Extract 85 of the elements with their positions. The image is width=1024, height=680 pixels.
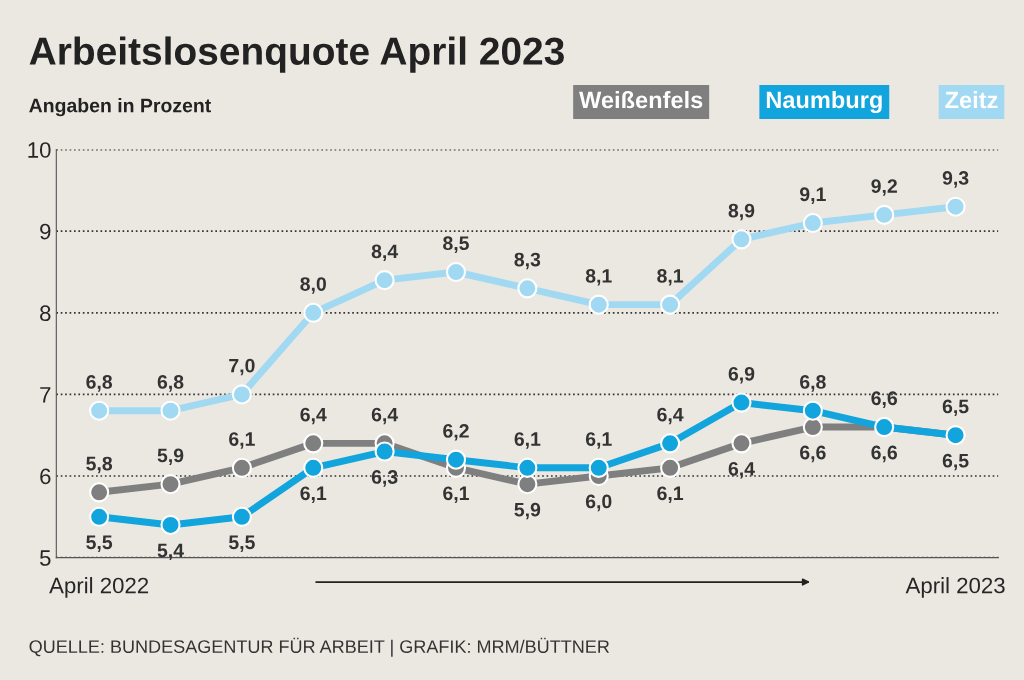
- y-tick-label: 10: [28, 142, 51, 158]
- point: [660, 294, 681, 315]
- data-label: 6,0: [585, 494, 612, 512]
- data-label: 8,5: [443, 236, 469, 253]
- data-label: 5,9: [514, 502, 541, 520]
- data-label: 8,3: [514, 252, 541, 270]
- point: [445, 261, 467, 283]
- data-label: 6,5: [942, 399, 969, 417]
- point: [731, 433, 752, 454]
- text: Zeitz: [945, 91, 998, 109]
- point: [303, 433, 324, 454]
- point: [802, 416, 823, 438]
- point: [588, 457, 609, 478]
- point: [731, 392, 752, 413]
- data-label: 6,6: [871, 445, 898, 463]
- data-label: 6,9: [728, 366, 755, 384]
- point: [374, 441, 395, 462]
- data-label: 5,9: [157, 448, 184, 466]
- data-label: 6,4: [300, 407, 327, 425]
- y-tick-label: 7: [40, 387, 51, 403]
- data-label: 6,1: [657, 486, 684, 503]
- point: [374, 270, 395, 291]
- data-label: 8,1: [657, 268, 684, 286]
- chart-subtitle: Angaben in Prozent: [29, 98, 211, 117]
- data-label: 6,2: [443, 424, 469, 441]
- point: [160, 514, 181, 536]
- point: [231, 457, 252, 478]
- text: Naumburg: [766, 90, 882, 114]
- data-label: 6,8: [86, 375, 113, 392]
- data-label: 8,0: [300, 277, 326, 294]
- y-tick-label: 5: [39, 550, 51, 566]
- point: [945, 196, 966, 217]
- point: [303, 302, 324, 323]
- data-label: 6,1: [443, 486, 469, 503]
- y-tick-label: 8: [40, 305, 51, 322]
- point: [160, 474, 181, 495]
- point: [660, 457, 681, 478]
- data-label: 5,5: [86, 535, 113, 552]
- data-label: 6,3: [371, 470, 398, 487]
- data-label: 6,8: [157, 375, 184, 392]
- point: [303, 457, 324, 478]
- source-note: QUELLE: BUNDESAGENTUR FÜR ARBEIT | GRAFIK: MRM/BÜTTNER: [29, 637, 610, 657]
- point: [802, 400, 823, 421]
- data-label: 6,8: [800, 375, 826, 392]
- data-label: 6,1: [229, 432, 255, 449]
- data-label: 9,2: [871, 179, 897, 196]
- data-label: 8,1: [585, 268, 612, 286]
- point: [660, 433, 681, 454]
- point: [160, 400, 181, 421]
- y-tick-label: 6: [40, 468, 51, 485]
- data-label: 9,3: [942, 171, 969, 188]
- chart-title: Arbeitslosenquote April 2023: [29, 36, 564, 73]
- point: [517, 457, 538, 478]
- data-label: 6,4: [371, 407, 399, 425]
- data-label: 5,8: [86, 456, 113, 474]
- data-label: 5,5: [228, 535, 255, 552]
- point: [89, 400, 110, 421]
- data-label: 6,5: [942, 453, 969, 471]
- point: [231, 384, 252, 405]
- text: Weißenfels: [579, 91, 703, 109]
- point: [588, 294, 609, 315]
- data-label: 6,4: [728, 461, 755, 479]
- point: [874, 204, 895, 225]
- point: [731, 229, 752, 250]
- data-label: 9,1: [800, 187, 826, 204]
- data-label: 6,1: [300, 486, 327, 503]
- data-label: 8,4: [371, 244, 399, 262]
- data-label: 6,1: [514, 432, 541, 449]
- data-label: 6,6: [871, 391, 898, 408]
- x-tick-label: April 2022: [49, 577, 149, 598]
- point: [231, 506, 252, 527]
- point: [517, 474, 538, 495]
- x-tick-label: April 2023: [905, 577, 1005, 598]
- point: [445, 449, 467, 470]
- point: [89, 482, 110, 503]
- data-label: 8,9: [728, 203, 755, 221]
- data-label: 5,4: [157, 543, 184, 561]
- data-label: 7,0: [229, 358, 255, 376]
- data-label: 6,6: [800, 445, 826, 463]
- data-label: 6,4: [657, 407, 684, 425]
- data-label: 6,1: [585, 432, 612, 449]
- point: [89, 506, 110, 527]
- y-tick-label: 9: [40, 223, 51, 240]
- point: [517, 278, 538, 299]
- point: [802, 212, 823, 234]
